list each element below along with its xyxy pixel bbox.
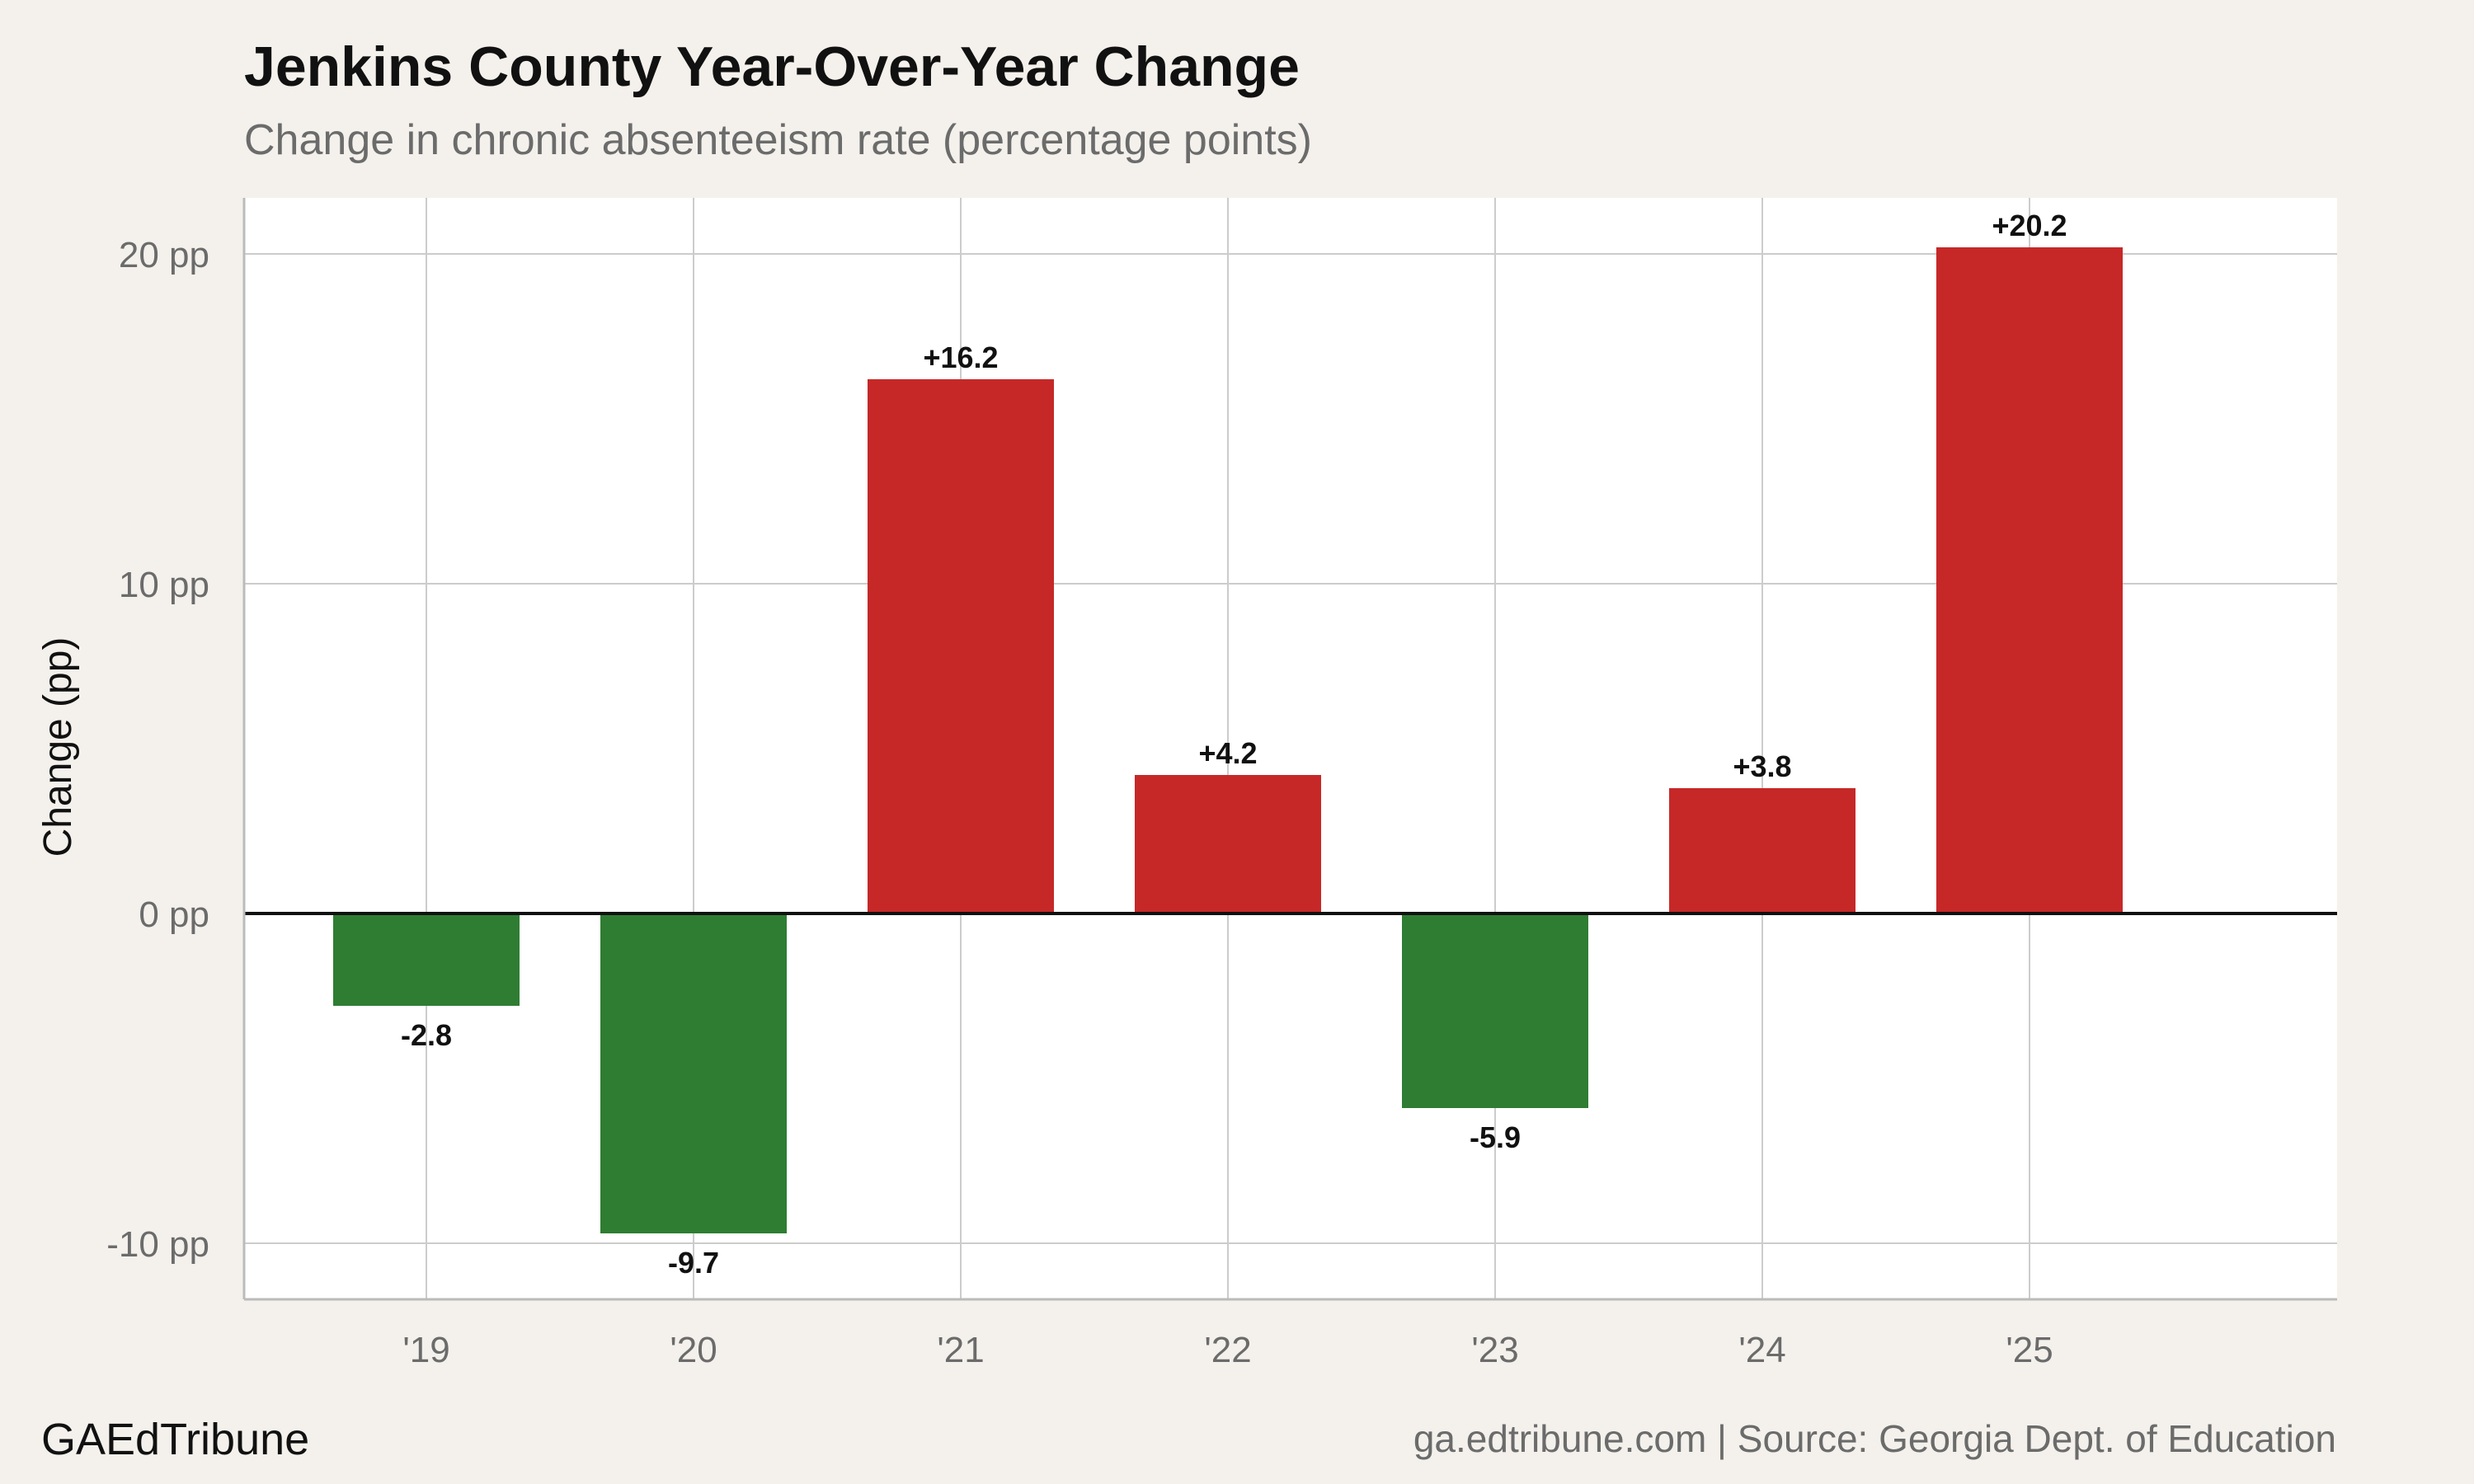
brand-label: GAEdTribune — [41, 1415, 310, 1464]
x-tick-label: '20 — [670, 1330, 717, 1370]
x-tick-label: '24 — [1738, 1330, 1785, 1370]
bar-19 — [333, 913, 520, 1006]
x-tick-label: '25 — [2006, 1330, 2053, 1370]
data-label: -2.8 — [401, 1018, 452, 1052]
y-tick-label: 0 pp — [139, 895, 209, 935]
axes: -10 pp 0 pp 10 pp 20 pp '19 '20 '21 '22 '23 '24 '2… — [106, 198, 2337, 1370]
bar-24 — [1669, 788, 1856, 913]
chart-subtitle: Change in chronic absenteeism rate (perc… — [244, 116, 1312, 164]
bar-22 — [1135, 775, 1321, 913]
x-tick-label: '22 — [1204, 1330, 1251, 1370]
data-label: +4.2 — [1198, 736, 1257, 770]
data-label: +3.8 — [1733, 749, 1791, 783]
bars — [333, 247, 2123, 1233]
x-tick-label: '19 — [402, 1330, 449, 1370]
data-labels: -2.8 -9.7 +16.2 +4.2 -5.9 +3.8 +20.2 — [401, 209, 2067, 1280]
bar-25 — [1936, 247, 2123, 913]
bar-21 — [868, 379, 1054, 913]
chart-title: Jenkins County Year-Over-Year Change — [244, 35, 1300, 98]
source-note: ga.edtribune.com | Source: Georgia Dept.… — [1413, 1417, 2336, 1460]
data-label: +16.2 — [923, 340, 998, 374]
x-tick-label: '21 — [937, 1330, 984, 1370]
bar-23 — [1402, 913, 1588, 1108]
y-axis-label: Change (pp) — [36, 637, 80, 857]
x-tick-label: '23 — [1471, 1330, 1518, 1370]
data-label: -9.7 — [668, 1246, 719, 1280]
y-tick-label: -10 pp — [106, 1224, 209, 1265]
data-label: -5.9 — [1470, 1120, 1521, 1154]
y-tick-label: 10 pp — [119, 565, 209, 605]
bar-20 — [600, 913, 787, 1233]
data-label: +20.2 — [1992, 209, 2067, 242]
y-tick-label: 20 pp — [119, 235, 209, 275]
